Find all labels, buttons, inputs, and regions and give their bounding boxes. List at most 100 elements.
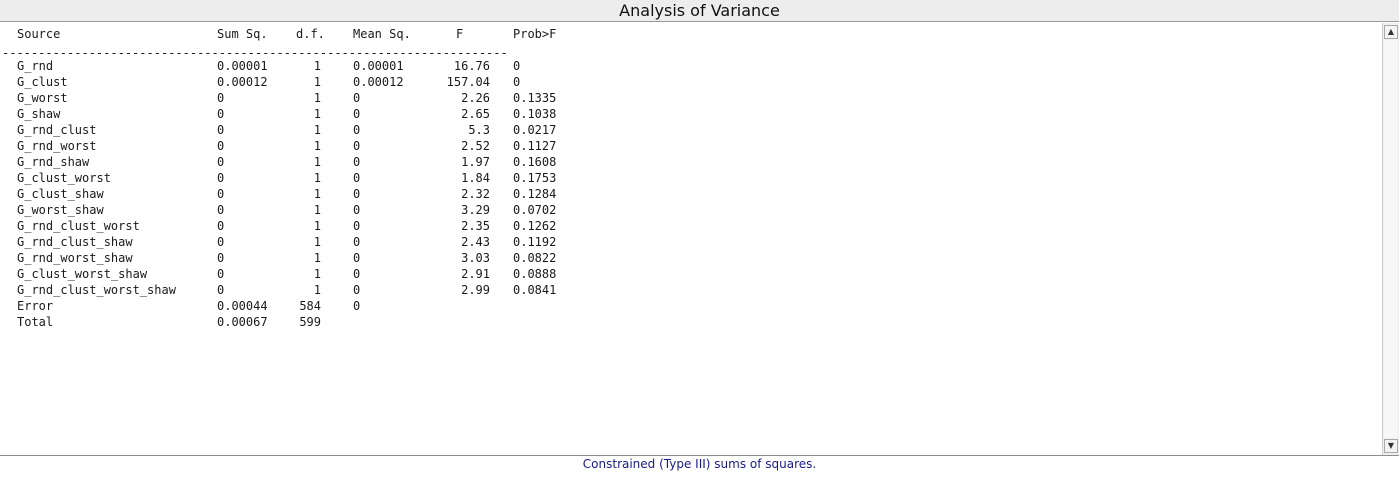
cell-prob: 0.1608 bbox=[513, 155, 557, 169]
cell-source: Total bbox=[17, 315, 54, 329]
cell-mean-sq: 0 bbox=[353, 283, 361, 297]
cell-df: 1 bbox=[313, 203, 321, 217]
cell-prob: 0.0217 bbox=[513, 123, 557, 137]
cell-source: G_clust_worst bbox=[17, 171, 111, 185]
cell-prob: 0.1262 bbox=[513, 219, 557, 233]
cell-prob: 0.1284 bbox=[513, 187, 557, 201]
cell-df: 1 bbox=[313, 155, 321, 169]
cell-f: 2.52 bbox=[461, 139, 490, 153]
cell-mean-sq: 0.00012 bbox=[353, 75, 404, 89]
table-row: G_rnd_shaw 0 1 0 1.97 0.1608 bbox=[0, 154, 700, 170]
cell-mean-sq: 0 bbox=[353, 155, 361, 169]
cell-source: G_worst bbox=[17, 91, 68, 105]
cell-prob: 0 bbox=[513, 59, 521, 73]
table-row: G_worst 0 1 0 2.26 0.1335 bbox=[0, 90, 700, 106]
vertical-scrollbar[interactable]: ▲ ▼ bbox=[1382, 23, 1399, 455]
cell-prob: 0.1335 bbox=[513, 91, 557, 105]
cell-f: 3.03 bbox=[461, 251, 490, 265]
cell-mean-sq: 0 bbox=[353, 267, 361, 281]
cell-sum-sq: 0 bbox=[217, 219, 225, 233]
table-row: G_rnd_clust_shaw 0 1 0 2.43 0.1192 bbox=[0, 234, 700, 250]
cell-sum-sq: 0 bbox=[217, 267, 225, 281]
table-row: G_shaw 0 1 0 2.65 0.1038 bbox=[0, 106, 700, 122]
cell-f: 2.99 bbox=[461, 283, 490, 297]
cell-f: 1.97 bbox=[461, 155, 490, 169]
anova-output-pane[interactable]: Source Sum Sq. d.f. Mean Sq. F Prob>F --… bbox=[0, 23, 1399, 456]
table-row: G_worst_shaw 0 1 0 3.29 0.0702 bbox=[0, 202, 700, 218]
cell-df: 1 bbox=[313, 219, 321, 233]
cell-f: 16.76 bbox=[453, 59, 490, 73]
cell-mean-sq: 0 bbox=[353, 251, 361, 265]
header-df: d.f. bbox=[296, 27, 325, 41]
scrollbar-track[interactable] bbox=[1384, 40, 1398, 438]
cell-f: 2.43 bbox=[461, 235, 490, 249]
cell-sum-sq: 0.00001 bbox=[217, 59, 268, 73]
cell-sum-sq: 0.00012 bbox=[217, 75, 268, 89]
cell-f: 2.65 bbox=[461, 107, 490, 121]
cell-f: 2.91 bbox=[461, 267, 490, 281]
cell-df: 1 bbox=[313, 283, 321, 297]
footer-note: Constrained (Type III) sums of squares. bbox=[582, 457, 817, 471]
cell-prob: 0.1127 bbox=[513, 139, 557, 153]
cell-sum-sq: 0 bbox=[217, 123, 225, 137]
table-row: G_clust 0.00012 1 0.00012 157.04 0 bbox=[0, 74, 700, 90]
cell-source: G_rnd bbox=[17, 59, 54, 73]
cell-f: 2.32 bbox=[461, 187, 490, 201]
cell-prob: 0 bbox=[513, 75, 521, 89]
cell-df: 1 bbox=[313, 235, 321, 249]
cell-sum-sq: 0.00044 bbox=[217, 299, 268, 313]
cell-df: 1 bbox=[313, 267, 321, 281]
header-mean-sq: Mean Sq. bbox=[353, 27, 411, 41]
cell-sum-sq: 0 bbox=[217, 107, 225, 121]
cell-df: 1 bbox=[313, 251, 321, 265]
table-row: G_rnd 0.00001 1 0.00001 16.76 0 bbox=[0, 58, 700, 74]
cell-source: G_rnd_worst_shaw bbox=[17, 251, 133, 265]
scroll-up-arrow-icon[interactable]: ▲ bbox=[1384, 25, 1398, 39]
cell-f: 5.3 bbox=[468, 123, 490, 137]
table-row: Error 0.00044 584 0 bbox=[0, 298, 700, 314]
cell-mean-sq: 0 bbox=[353, 187, 361, 201]
cell-source: G_clust_shaw bbox=[17, 187, 104, 201]
table-header-row: Source Sum Sq. d.f. Mean Sq. F Prob>F bbox=[0, 26, 700, 42]
cell-mean-sq: 0 bbox=[353, 171, 361, 185]
cell-mean-sq: 0 bbox=[353, 299, 361, 313]
cell-mean-sq: 0.00001 bbox=[353, 59, 404, 73]
anova-table: Source Sum Sq. d.f. Mean Sq. F Prob>F --… bbox=[0, 23, 1382, 455]
cell-sum-sq: 0 bbox=[217, 283, 225, 297]
cell-source: G_rnd_clust bbox=[17, 123, 97, 137]
table-row: G_clust_worst 0 1 0 1.84 0.1753 bbox=[0, 170, 700, 186]
cell-source: G_clust_worst_shaw bbox=[17, 267, 148, 281]
cell-sum-sq: 0 bbox=[217, 171, 225, 185]
header-sum-sq: Sum Sq. bbox=[217, 27, 268, 41]
table-row: G_rnd_clust_worst_shaw 0 1 0 2.99 0.0841 bbox=[0, 282, 700, 298]
scroll-down-arrow-icon[interactable]: ▼ bbox=[1384, 439, 1398, 453]
cell-prob: 0.0888 bbox=[513, 267, 557, 281]
cell-df: 1 bbox=[313, 107, 321, 121]
cell-df: 1 bbox=[313, 123, 321, 137]
cell-source: G_shaw bbox=[17, 107, 61, 121]
cell-sum-sq: 0 bbox=[217, 139, 225, 153]
cell-df: 599 bbox=[299, 315, 321, 329]
table-row: G_rnd_clust 0 1 0 5.3 0.0217 bbox=[0, 122, 700, 138]
cell-prob: 0.0841 bbox=[513, 283, 557, 297]
header-f: F bbox=[456, 27, 464, 41]
cell-mean-sq: 0 bbox=[353, 219, 361, 233]
cell-df: 1 bbox=[313, 139, 321, 153]
cell-sum-sq: 0 bbox=[217, 187, 225, 201]
cell-source: G_rnd_shaw bbox=[17, 155, 90, 169]
cell-mean-sq: 0 bbox=[353, 139, 361, 153]
cell-f: 157.04 bbox=[446, 75, 490, 89]
cell-source: G_rnd_worst bbox=[17, 139, 97, 153]
cell-prob: 0.1753 bbox=[513, 171, 557, 185]
window-title: Analysis of Variance bbox=[619, 1, 780, 20]
cell-source: Error bbox=[17, 299, 54, 313]
cell-df: 1 bbox=[313, 91, 321, 105]
table-row: G_clust_worst_shaw 0 1 0 2.91 0.0888 bbox=[0, 266, 700, 282]
cell-prob: 0.1038 bbox=[513, 107, 557, 121]
cell-df: 1 bbox=[313, 187, 321, 201]
cell-mean-sq: 0 bbox=[353, 203, 361, 217]
cell-mean-sq: 0 bbox=[353, 107, 361, 121]
cell-mean-sq: 0 bbox=[353, 123, 361, 137]
cell-sum-sq: 0 bbox=[217, 251, 225, 265]
cell-df: 584 bbox=[299, 299, 321, 313]
